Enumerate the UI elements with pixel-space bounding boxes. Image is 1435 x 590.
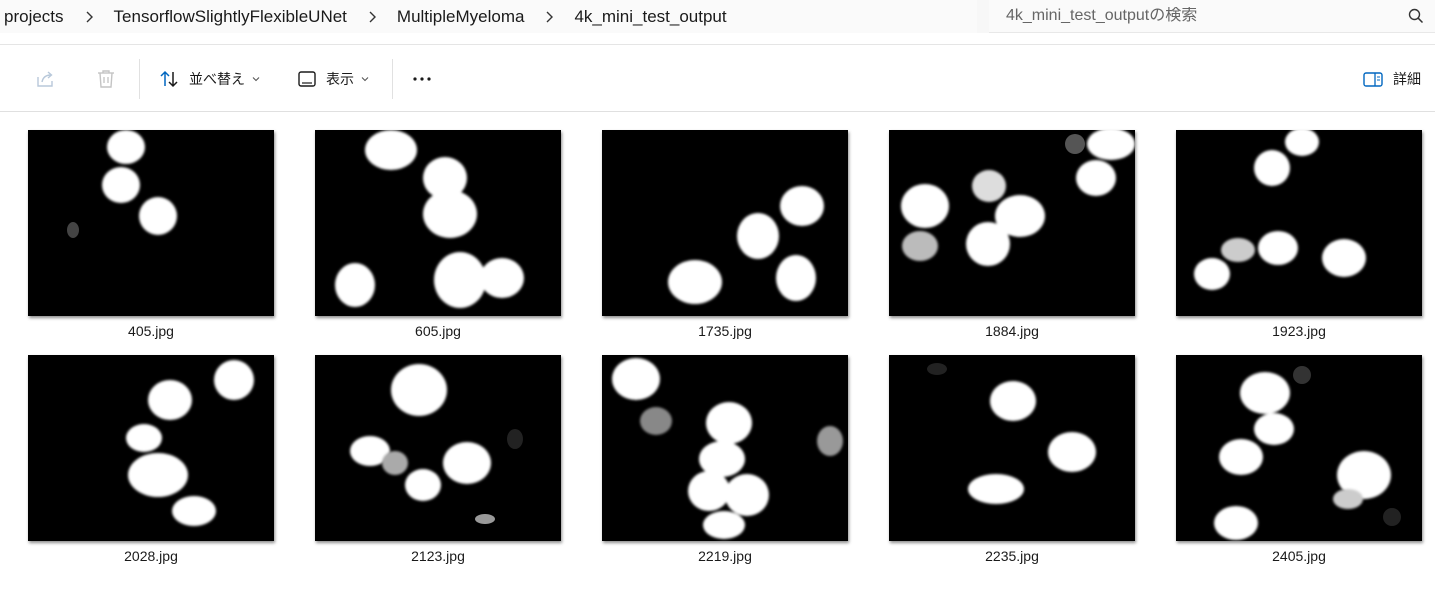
search-input[interactable]	[1006, 7, 1386, 25]
file-name: 2235.jpg	[985, 548, 1039, 564]
image-thumbnail	[315, 130, 561, 316]
file-name: 2405.jpg	[1272, 548, 1326, 564]
image-thumbnail	[28, 130, 274, 316]
share-icon	[37, 70, 53, 87]
more-ellipsis-icon	[413, 76, 431, 81]
chevron-down-icon	[361, 76, 369, 81]
image-thumbnail	[889, 130, 1135, 316]
breadcrumb-item-multiplemyeloma[interactable]: MultipleMyeloma	[396, 6, 525, 26]
segmentation-mask-image	[350, 364, 523, 524]
chevron-right-icon[interactable]	[524, 7, 574, 27]
sort-button[interactable]: 並べ替え	[158, 45, 261, 112]
chevron-down-icon	[252, 76, 260, 81]
segmentation-mask-image	[927, 363, 1096, 504]
breadcrumb-item-tensorflow[interactable]: TensorflowSlightlyFlexibleUNet	[113, 6, 347, 26]
image-thumbnail	[1176, 355, 1422, 541]
segmentation-mask-image	[67, 130, 177, 238]
file-name: 405.jpg	[128, 323, 174, 339]
details-label: 詳細	[1393, 70, 1421, 87]
file-name: 1735.jpg	[698, 323, 752, 339]
image-thumbnail	[1176, 130, 1422, 316]
view-button[interactable]: 表示	[296, 45, 370, 112]
chevron-right-icon[interactable]	[64, 7, 114, 27]
toolbar-divider	[392, 59, 393, 99]
segmentation-mask-image	[1194, 130, 1366, 290]
share-button[interactable]	[34, 45, 56, 112]
trash-icon	[98, 69, 114, 88]
segmentation-mask-image	[668, 186, 824, 304]
address-bar: projects TensorflowSlightlyFlexibleUNet …	[0, 0, 1435, 33]
image-thumbnail	[28, 355, 274, 541]
chevron-right-icon[interactable]	[347, 7, 397, 27]
breadcrumb[interactable]: projects TensorflowSlightlyFlexibleUNet …	[0, 0, 977, 33]
image-thumbnail	[315, 355, 561, 541]
file-grid: 405.jpg 605.jpg	[0, 112, 1435, 590]
view-label: 表示	[326, 70, 354, 87]
sort-arrows-icon	[160, 70, 178, 87]
search-box[interactable]	[989, 0, 1435, 33]
file-name: 2123.jpg	[411, 548, 465, 564]
sort-label: 並べ替え	[189, 70, 245, 87]
search-icon[interactable]	[1407, 7, 1425, 25]
details-pane-button[interactable]: 詳細	[1362, 45, 1421, 112]
breadcrumb-item-projects[interactable]: projects	[4, 6, 64, 26]
delete-button[interactable]	[95, 45, 117, 112]
image-thumbnail	[889, 355, 1135, 541]
segmentation-mask-image	[1214, 366, 1401, 540]
breadcrumb-item-current[interactable]: 4k_mini_test_output	[574, 6, 727, 26]
segmentation-mask-image	[335, 130, 524, 308]
segmentation-mask-image	[126, 360, 254, 526]
file-name: 2219.jpg	[698, 548, 752, 564]
file-name: 1884.jpg	[985, 323, 1039, 339]
file-name: 605.jpg	[415, 323, 461, 339]
view-layout-icon	[298, 70, 316, 87]
more-options-button[interactable]	[411, 45, 433, 112]
file-name: 1923.jpg	[1272, 323, 1326, 339]
segmentation-mask-image	[901, 130, 1135, 266]
toolbar-divider	[139, 59, 140, 99]
command-bar: 並べ替え 表示 詳細	[0, 44, 1435, 112]
image-thumbnail	[602, 130, 848, 316]
file-name: 2028.jpg	[124, 548, 178, 564]
image-thumbnail	[602, 355, 848, 541]
details-pane-icon	[1363, 71, 1383, 87]
segmentation-mask-image	[612, 358, 843, 539]
